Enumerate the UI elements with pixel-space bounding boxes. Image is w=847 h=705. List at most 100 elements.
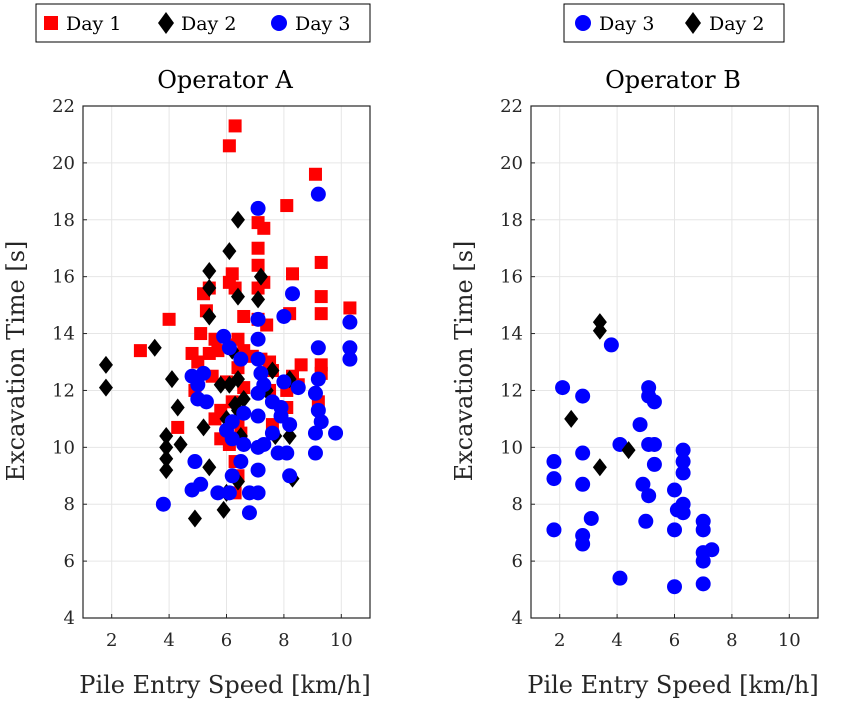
point-operator-b-day-3	[583, 510, 599, 526]
point-operator-b-day-2	[592, 458, 607, 477]
point-operator-a-day-2	[159, 426, 174, 445]
point-operator-b-day-3	[575, 445, 591, 461]
x-tick-label-b: 4	[611, 630, 622, 651]
point-operator-a-day-3	[310, 186, 326, 202]
y-tick-label-b: 4	[512, 608, 523, 629]
point-operator-a-day-3	[250, 311, 266, 327]
point-operator-a-day-3	[193, 476, 209, 492]
point-operator-a-day-3	[250, 331, 266, 347]
point-operator-a-day-3	[328, 425, 344, 441]
point-operator-a-day-2	[265, 361, 280, 380]
point-operator-a-day-2	[173, 435, 188, 454]
point-operator-a-day-3	[290, 380, 306, 396]
point-operator-a-day-3	[250, 351, 266, 367]
y-tick-label-a: 10	[52, 437, 75, 458]
legend-marker-day-1	[44, 16, 58, 30]
point-operator-a-day-2	[170, 398, 185, 417]
point-operator-a-day-2	[222, 242, 237, 261]
point-operator-a-day-3	[224, 468, 240, 484]
x-tick-label-a: 6	[221, 630, 232, 651]
point-operator-a-day-1	[237, 309, 251, 323]
point-operator-a-day-3	[233, 454, 249, 470]
point-operator-a-day-2	[230, 210, 245, 229]
point-operator-a-day-2	[253, 267, 268, 286]
x-tick-label-a: 8	[278, 630, 289, 651]
point-operator-b-day-3	[603, 337, 619, 353]
point-operator-a-day-2	[202, 261, 217, 280]
point-operator-a-day-3	[221, 340, 237, 356]
point-operator-a-day-2	[187, 509, 202, 528]
point-operator-b-day-3	[695, 553, 711, 569]
point-operator-a-day-2	[147, 338, 162, 357]
x-axis-label-a: Pile Entry Speed [km/h]	[79, 671, 370, 699]
point-operator-a-day-2	[202, 279, 217, 298]
legend-marker-day-3	[271, 15, 287, 31]
point-operator-a-day-1	[251, 241, 265, 255]
point-operator-a-day-3	[216, 328, 232, 344]
y-tick-label-b: 14	[500, 324, 523, 345]
legend-marker-b-day-2	[685, 12, 701, 34]
legend-marker-day-2	[158, 12, 174, 34]
point-operator-a-day-3	[264, 425, 280, 441]
point-operator-a-day-3	[210, 485, 226, 501]
legend-operator-b: Day 3 Day 2	[563, 3, 785, 43]
point-operator-a-day-1	[280, 199, 294, 213]
point-operator-a-day-3	[279, 445, 295, 461]
legend-label-day-1: Day 1	[66, 13, 121, 35]
point-operator-b-day-3	[667, 482, 682, 498]
point-operator-a-day-3	[190, 377, 206, 393]
x-tick-label-a: 10	[330, 630, 353, 651]
x-tick-label-a: 2	[106, 630, 117, 651]
y-tick-label-b: 18	[500, 210, 523, 231]
point-operator-a-day-3	[310, 371, 326, 387]
point-operator-a-day-1	[191, 355, 205, 369]
point-operator-a-day-1	[257, 221, 271, 235]
point-operator-a-day-1	[133, 344, 147, 358]
point-operator-b-day-3	[695, 522, 711, 538]
point-operator-a-day-2	[202, 307, 217, 326]
point-operator-a-day-3	[313, 414, 329, 430]
point-operator-a-day-1	[314, 307, 328, 321]
point-operator-a-day-2	[159, 438, 174, 457]
y-tick-label-b: 10	[500, 437, 523, 458]
point-operator-a-day-1	[194, 327, 208, 341]
x-tick-label-b: 10	[778, 630, 801, 651]
axes-frame-b	[530, 105, 819, 619]
y-tick-label-b: 8	[512, 494, 523, 515]
axes-frame-a	[82, 105, 371, 619]
point-operator-b-day-3	[675, 454, 691, 470]
y-tick-label-b: 20	[500, 153, 523, 174]
point-operator-a-day-3	[221, 485, 237, 501]
point-operator-b-day-3	[575, 476, 591, 492]
point-operator-a-day-2	[164, 370, 179, 389]
point-operator-a-day-2	[202, 458, 217, 477]
legend-operator-a: Day 1 Day 2 Day 3	[35, 3, 371, 43]
point-operator-b-day-3	[641, 488, 657, 504]
legend-label-b-day-3: Day 3	[599, 13, 654, 35]
point-operator-a-day-1	[222, 139, 236, 153]
point-operator-b-day-3	[555, 380, 571, 396]
point-operator-a-day-2	[282, 426, 297, 445]
point-operator-b-day-3	[667, 579, 682, 595]
point-operator-a-day-3	[236, 405, 252, 421]
point-operator-b-day-3	[675, 442, 691, 458]
point-operator-a-day-2	[98, 355, 113, 374]
y-tick-label-a: 6	[64, 551, 75, 572]
point-operator-b-day-3	[546, 471, 562, 487]
point-operator-a-day-3	[342, 340, 358, 356]
y-tick-label-a: 16	[52, 267, 75, 288]
point-operator-a-day-3	[187, 454, 203, 470]
point-operator-b-day-3	[646, 394, 662, 410]
x-axis-label-b: Pile Entry Speed [km/h]	[527, 671, 818, 699]
legend-label-b-day-2: Day 2	[709, 13, 764, 35]
x-tick-label-b: 8	[726, 630, 737, 651]
y-tick-label-b: 12	[500, 380, 523, 401]
point-operator-a-day-3	[256, 436, 272, 452]
point-operator-b-day-2	[621, 441, 636, 460]
y-tick-label-a: 22	[52, 96, 75, 117]
point-operator-b-day-3	[638, 513, 654, 529]
plot-title-operator-a: Operator A	[157, 66, 293, 94]
point-operator-a-day-3	[285, 286, 301, 302]
point-operator-a-day-3	[282, 468, 298, 484]
point-operator-a-day-2	[213, 375, 228, 394]
